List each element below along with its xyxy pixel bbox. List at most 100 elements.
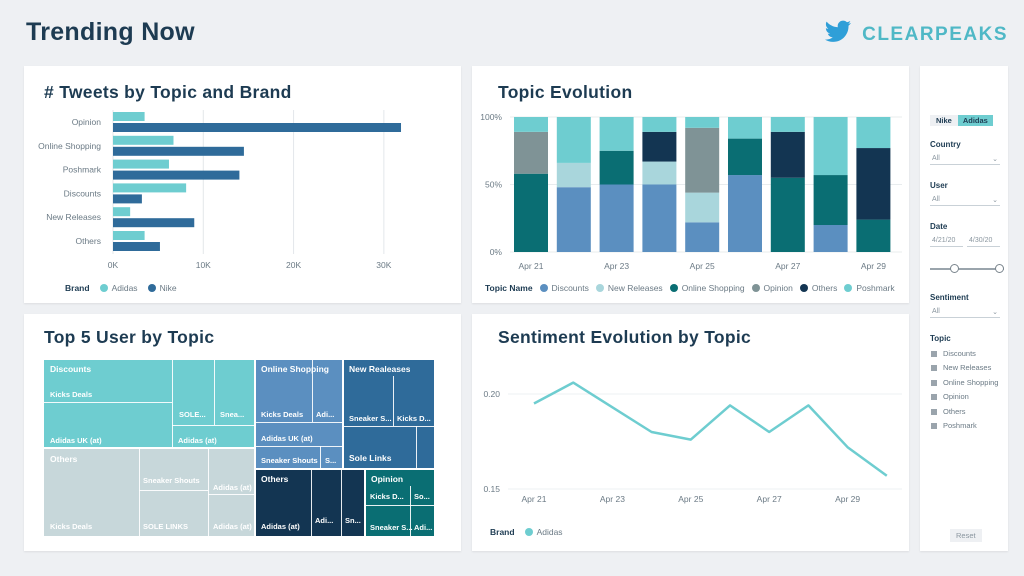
- treemap-user[interactable]: Snea...: [220, 410, 245, 419]
- stack-segment-discounts: [599, 184, 634, 252]
- treemap-user[interactable]: SOLE...: [179, 410, 206, 419]
- treemap-user[interactable]: Sneaker Shouts: [261, 456, 318, 465]
- treemap-cell-opinion[interactable]: [366, 470, 434, 536]
- stack-segment-online-shopping: [599, 150, 634, 185]
- treemap-user[interactable]: Adi...: [315, 516, 334, 525]
- reset-button[interactable]: Reset: [950, 529, 982, 542]
- legend-item-poshmark[interactable]: Poshmark: [844, 283, 895, 293]
- legend-item-discounts[interactable]: Discounts: [539, 283, 589, 293]
- treemap-user[interactable]: Adidas UK (at): [50, 436, 102, 445]
- date-range-slider[interactable]: [930, 264, 1004, 273]
- legend-item-adidas[interactable]: Adidas: [524, 527, 563, 537]
- legend-item-others[interactable]: Others: [799, 283, 837, 293]
- treemap-user[interactable]: So...: [414, 492, 430, 501]
- treemap-user[interactable]: SOLE LINKS: [143, 522, 189, 531]
- slider-handle-end[interactable]: [995, 264, 1004, 273]
- stack-segment-poshmark: [514, 117, 548, 132]
- sentiment-value: All: [932, 308, 940, 315]
- x-tick-label: 0K: [108, 260, 119, 270]
- user-select[interactable]: All ⌄: [930, 194, 1000, 206]
- treemap-user[interactable]: Kicks D...: [397, 414, 431, 423]
- sentiment-line-chart: 0.15 0.20 Apr 21 Apr 23 Apr 25 Apr 27 Apr 29: [483, 381, 902, 504]
- stack-segment-new-releases: [642, 161, 677, 185]
- y-tick-label: 0.20: [483, 389, 500, 399]
- y-category-label: Online Shopping: [38, 141, 101, 151]
- bar-adidas: [113, 159, 169, 169]
- treemap-group-label: New Realeases: [349, 364, 411, 374]
- country-select[interactable]: All ⌄: [930, 153, 1000, 165]
- x-tick-label: Apr 29: [835, 494, 860, 504]
- stack-segment-online-shopping: [514, 173, 548, 252]
- stack-segment-new-releases: [685, 192, 720, 223]
- stack-segment-discounts: [642, 184, 677, 252]
- topic-checkbox-label: Discounts: [943, 349, 976, 358]
- topic-checkbox-opinion[interactable]: Opinion: [931, 392, 969, 401]
- stack-segment-discounts: [685, 222, 720, 252]
- legend-item-online-shopping[interactable]: Online Shopping: [669, 283, 745, 293]
- bar-nike: [113, 194, 142, 204]
- treemap-cell-others-dark[interactable]: [256, 470, 364, 536]
- topic-checkbox-poshmark[interactable]: Poshmark: [931, 421, 977, 430]
- treemap-user[interactable]: Sole Links: [349, 453, 392, 463]
- treemap-title: Top 5 User by Topic: [44, 327, 215, 347]
- sentiment-select[interactable]: All ⌄: [930, 306, 1000, 318]
- treemap-cell-discounts[interactable]: [44, 360, 254, 447]
- treemap-user[interactable]: Adi...: [316, 410, 335, 419]
- topic-checkbox-new-releases[interactable]: New Releases: [931, 363, 991, 372]
- date-from-input[interactable]: 4/21/20: [930, 235, 963, 247]
- date-to-input[interactable]: 4/30/20: [967, 235, 1000, 247]
- treemap-user[interactable]: Kicks Deals: [50, 390, 93, 399]
- sentiment-title: Sentiment Evolution by Topic: [498, 327, 752, 347]
- treemap-user[interactable]: Adidas (at): [178, 436, 217, 445]
- legend-item-adidas[interactable]: Adidas: [99, 283, 138, 293]
- treemap-user[interactable]: Adidas (at): [213, 483, 252, 492]
- bar-nike: [113, 123, 402, 132]
- brand-option-nike[interactable]: Nike: [930, 115, 958, 126]
- topic-checkbox-label: New Releases: [943, 363, 992, 372]
- legend-item-nike[interactable]: Nike: [147, 283, 177, 293]
- user-label: User: [930, 181, 948, 190]
- user-value: All: [932, 196, 940, 203]
- treemap-cell-online-shopping[interactable]: [256, 360, 342, 468]
- stack-segment-discounts: [813, 225, 848, 252]
- treemap-user[interactable]: S...: [325, 456, 337, 465]
- legend-item-label: Adidas: [111, 283, 138, 293]
- treemap-user[interactable]: Kicks Deals: [50, 522, 93, 531]
- treemap-user[interactable]: Sn...: [345, 516, 361, 525]
- treemap-user[interactable]: Sneaker S...: [349, 414, 392, 423]
- tweets-panel: # Tweets by Topic and Brand 0K 10K 20K 30K O…: [24, 66, 461, 303]
- treemap-cell-new-releases[interactable]: [344, 360, 434, 468]
- legend-item-label: Nike: [159, 283, 177, 293]
- y-tick-label: 0%: [490, 247, 503, 257]
- treemap-group-label: Opinion: [371, 474, 404, 484]
- stack-segment-poshmark: [685, 117, 720, 128]
- topic-checkbox-discounts[interactable]: Discounts: [931, 349, 976, 358]
- stack-segment-poshmark: [642, 117, 677, 132]
- treemap-cell-others-light[interactable]: [44, 449, 254, 536]
- treemap-user[interactable]: Sneaker S...: [370, 523, 413, 532]
- stack-segment-poshmark: [599, 117, 634, 151]
- treemap-group-label: Online Shopping: [261, 364, 329, 374]
- topic-checkbox-others[interactable]: Others: [931, 407, 966, 416]
- treemap-user[interactable]: Adidas (at): [261, 522, 300, 531]
- stack-segment-others: [642, 131, 677, 162]
- slider-handle-start[interactable]: [950, 264, 959, 273]
- legend-item-opinion[interactable]: Opinion: [751, 283, 793, 293]
- stack-segment-poshmark: [770, 117, 805, 132]
- treemap-user[interactable]: Adidas UK (at): [261, 434, 313, 443]
- treemap-user[interactable]: Kicks Deals: [261, 410, 304, 419]
- y-category-label: Opinion: [72, 117, 102, 127]
- page-title: Trending Now: [26, 18, 195, 46]
- treemap-user[interactable]: Adi...: [414, 523, 433, 532]
- legend-item-new-releases[interactable]: New Releases: [595, 283, 663, 293]
- treemap-user[interactable]: Sneaker Shouts: [143, 476, 200, 485]
- treemap-user[interactable]: Kicks D...: [370, 492, 404, 501]
- brand-option-adidas[interactable]: Adidas: [957, 115, 993, 126]
- stack-segment-opinion: [514, 131, 548, 174]
- brand-toggle[interactable]: Nike Adidas: [930, 115, 993, 126]
- treemap-panel: Top 5 User by Topic Discounts Kicks Deal…: [24, 314, 461, 551]
- topic-checkbox-label: Poshmark: [943, 421, 977, 430]
- legend-item-label: Online Shopping: [681, 283, 745, 293]
- treemap-user[interactable]: Adidas (at): [213, 522, 252, 531]
- topic-checkbox-online-shopping[interactable]: Online Shopping: [931, 378, 998, 387]
